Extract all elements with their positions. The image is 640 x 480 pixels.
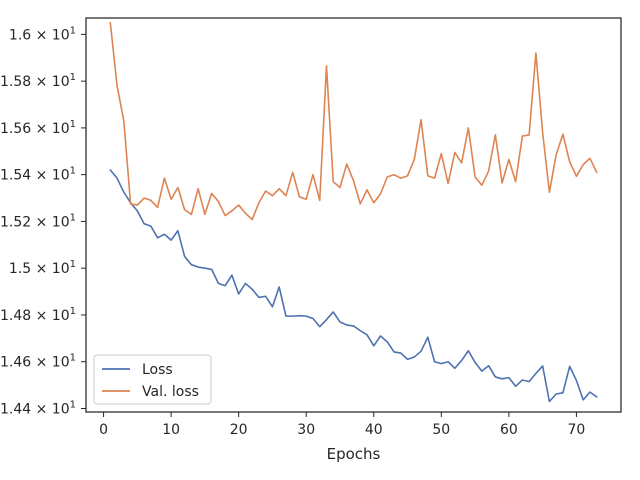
- legend-label-loss: Loss: [142, 362, 173, 378]
- x-tick-label: 30: [297, 422, 315, 438]
- series-layer: [109, 21, 598, 403]
- y-tick-label: 1.58 × 101: [0, 72, 76, 90]
- x-tick-label: 20: [230, 422, 248, 438]
- plot-area: [85, 17, 622, 413]
- y-tick-label: 1.6 × 101: [9, 25, 76, 43]
- x-tick-label: 70: [568, 422, 586, 438]
- y-tick-label: 1.46 × 101: [0, 353, 76, 371]
- y-axis: 1.44 × 101 1.46 × 101 1.48 × 101 1.5 × 101 1…: [0, 25, 86, 417]
- x-tick-label: 60: [500, 422, 518, 438]
- y-tick-label: 1.5 × 101: [9, 259, 76, 277]
- series-line-loss: [109, 169, 598, 403]
- x-tick-label: 0: [99, 422, 108, 438]
- axes-frame: [85, 17, 622, 413]
- y-tick-label: 1.54 × 101: [0, 166, 76, 184]
- x-axis: 0 10 20 30 40 50 60 70: [99, 412, 585, 438]
- y-tick-label: 1.48 × 101: [0, 306, 76, 324]
- y-tick-label: 1.52 × 101: [0, 212, 76, 230]
- legend: Loss Val. loss: [93, 354, 212, 405]
- y-tick-label: 1.44 × 101: [0, 399, 76, 417]
- legend-label-val-loss: Val. loss: [142, 384, 199, 400]
- x-tick-label: 40: [365, 422, 383, 438]
- x-tick-label: 10: [162, 422, 180, 438]
- x-axis-label: Epochs: [327, 445, 381, 463]
- x-tick-label: 50: [432, 422, 450, 438]
- series-line-val-loss: [109, 21, 598, 221]
- y-tick-label: 1.56 × 101: [0, 119, 76, 137]
